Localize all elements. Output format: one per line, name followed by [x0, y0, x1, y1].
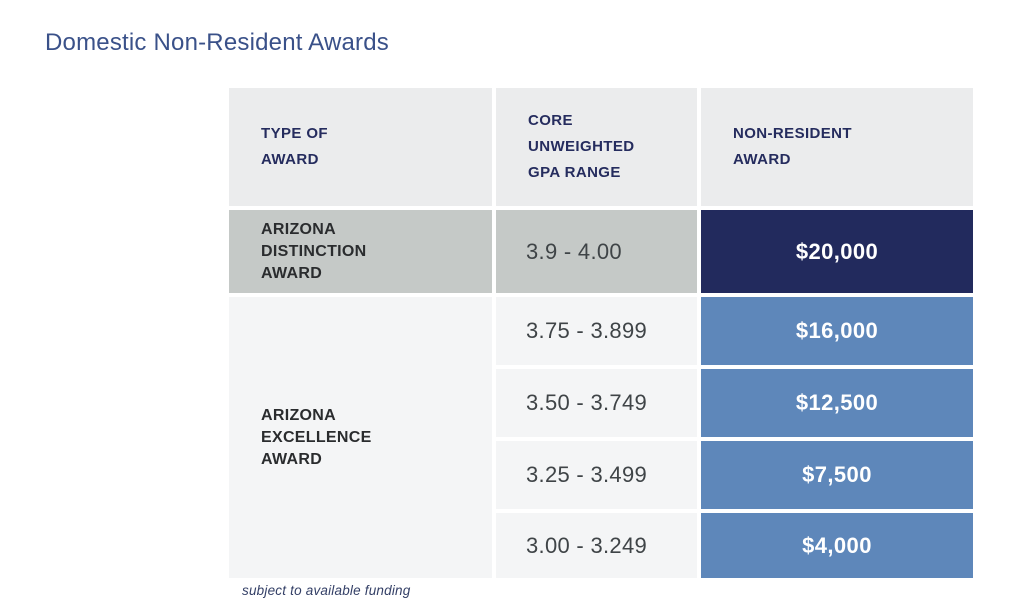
award-amount-20000: $20,000	[701, 210, 973, 293]
award-amount-12500: $12,500	[701, 369, 973, 437]
gpa-range-excellence-1: 3.75 - 3.899	[496, 297, 697, 365]
awards-table: TYPE OF AWARD CORE UNWEIGHTED GPA RANGE …	[229, 88, 973, 578]
gpa-range-excellence-4: 3.00 - 3.249	[496, 513, 697, 578]
header-gpa-range: CORE UNWEIGHTED GPA RANGE	[496, 88, 697, 206]
page-title: Domestic Non-Resident Awards	[45, 29, 389, 56]
gpa-range-excellence-3: 3.25 - 3.499	[496, 441, 697, 509]
award-name-distinction: ARIZONA DISTINCTION AWARD	[229, 210, 492, 293]
award-amount-16000: $16,000	[701, 297, 973, 365]
award-amount-7500: $7,500	[701, 441, 973, 509]
header-non-resident-award: NON-RESIDENT AWARD	[701, 88, 973, 206]
award-name-excellence: ARIZONA EXCELLENCE AWARD	[229, 297, 492, 578]
gpa-range-distinction: 3.9 - 4.00	[496, 210, 697, 293]
header-type-of-award: TYPE OF AWARD	[229, 88, 492, 206]
funding-footnote: subject to available funding	[242, 583, 411, 598]
gpa-range-excellence-2: 3.50 - 3.749	[496, 369, 697, 437]
award-amount-4000: $4,000	[701, 513, 973, 578]
